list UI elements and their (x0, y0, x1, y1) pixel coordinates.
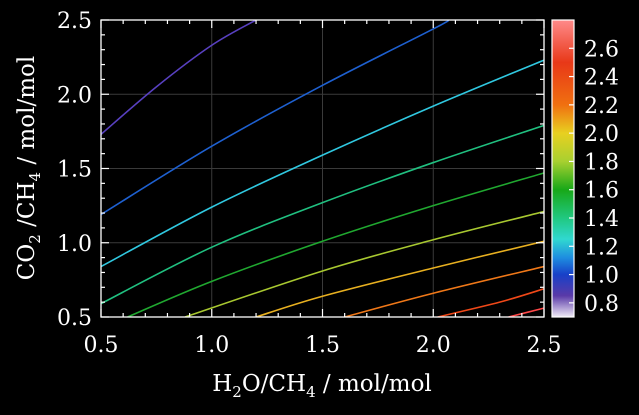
y-tick-label-4: 2.5 (57, 9, 92, 34)
colorbar-ticks: 0.8 1.0 1.2 1.4 1.6 1.8 2.0 2.2 2.4 2.6 (569, 37, 619, 317)
contour-line-2 (101, 59, 544, 268)
colorbar-tick-label-8: 2.4 (584, 66, 619, 91)
contour-line-1 (101, 20, 450, 216)
colorbar-tick-label-4: 1.6 (584, 179, 619, 204)
colorbar-tick-label-2: 1.2 (584, 235, 619, 260)
y-tick-label-2: 1.5 (57, 158, 92, 183)
x-tick-label-4: 2.5 (527, 333, 562, 358)
y-tick-label-0: 0.5 (57, 306, 92, 331)
colorbar-tick-label-0: 0.8 (584, 292, 619, 317)
colorbar: 0.8 1.0 1.2 1.4 1.6 1.8 2.0 2.2 2.4 2.6 (551, 19, 619, 318)
y-tick-label-1: 1.0 (57, 232, 92, 257)
contour-line-6 (255, 240, 544, 317)
contour-line-3 (101, 124, 544, 305)
y-tick-label-3: 2.0 (57, 83, 92, 108)
colorbar-tick-label-3: 1.4 (584, 207, 619, 232)
x-axis-title: H2O/CH4 / mol/mol (212, 371, 432, 401)
y-tick-labels: 0.5 1.0 1.5 2.0 2.5 (57, 9, 92, 331)
x-tick-label-0: 0.5 (84, 333, 119, 358)
colorbar-tick-label-6: 2.0 (584, 122, 619, 147)
contour-line-7 (344, 265, 544, 317)
colorbar-tick-label-1: 1.0 (584, 264, 619, 289)
contour-line-4 (127, 172, 544, 317)
colorbar-tick-label-9: 2.6 (584, 37, 619, 62)
contour-line-0 (101, 20, 257, 135)
colorbar-gradient (551, 19, 575, 318)
y-axis-title: CO2 /CH4 / mol/mol (14, 56, 44, 280)
contour-line-8 (437, 288, 544, 317)
x-tick-label-2: 1.5 (305, 333, 340, 358)
contour-line-5 (184, 210, 544, 317)
axis-ticks (100, 19, 545, 318)
colorbar-tick-label-7: 2.2 (584, 94, 619, 119)
x-tick-label-1: 1.0 (194, 333, 229, 358)
colorbar-tick-label-5: 1.8 (584, 150, 619, 175)
x-tick-labels: 0.5 1.0 1.5 2.0 2.5 (84, 333, 562, 358)
x-tick-label-3: 2.0 (416, 333, 451, 358)
contour-lines (101, 20, 544, 317)
